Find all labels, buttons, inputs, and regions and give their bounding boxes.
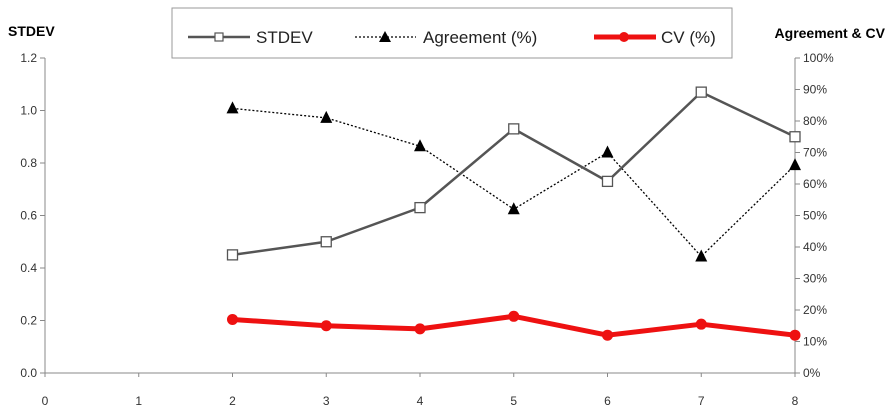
left-axis-title: STDEV [8, 23, 55, 39]
right-axis-tick-label: 10% [803, 335, 827, 349]
left-axis-tick-label: 1.2 [20, 51, 37, 65]
left-axis-tick-label: 0.0 [20, 366, 37, 380]
legend-agreement-marker [379, 31, 391, 42]
x-axis-tick-label: 2 [229, 394, 236, 408]
x-axis-tick-label: 4 [417, 394, 424, 408]
data-point-agreement [226, 101, 239, 114]
legend-cv-marker [619, 32, 629, 42]
left-axis-tick-label: 0.6 [20, 209, 37, 223]
legend-stdev-marker [214, 32, 224, 42]
left-axis-tick-label: 0.4 [20, 261, 37, 275]
legend-agreement-label: Agreement (%) [423, 28, 537, 47]
right-axis-tick-label: 60% [803, 177, 827, 191]
data-point-stdev [695, 86, 707, 98]
data-point-stdev [601, 175, 614, 188]
right-axis-tick-label: 30% [803, 272, 827, 286]
left-axis-tick-label: 1.0 [20, 104, 37, 118]
x-axis-tick-label: 7 [698, 394, 705, 408]
data-point-cv [320, 320, 332, 332]
data-point-agreement [507, 202, 520, 215]
data-point-stdev [226, 249, 239, 261]
data-point-cv [695, 318, 707, 330]
data-point-cv [414, 323, 426, 335]
data-point-agreement [695, 249, 708, 262]
right-axis-tick-label: 70% [803, 146, 827, 160]
legend-stdev-label: STDEV [256, 28, 313, 47]
right-axis-tick-label: 40% [803, 240, 827, 254]
data-point-cv [602, 329, 613, 341]
data-point-agreement [320, 110, 333, 123]
x-axis-tick-label: 0 [42, 394, 49, 408]
right-axis-tick-label: 50% [803, 209, 827, 223]
right-axis-tick-label: 90% [803, 83, 827, 97]
x-axis-tick-label: 1 [135, 394, 142, 408]
data-point-stdev [414, 201, 426, 214]
data-point-stdev [789, 131, 801, 143]
data-point-cv [789, 329, 801, 341]
legend-box [171, 7, 733, 59]
legend: STDEV Agreement (%) CV (%) [171, 7, 733, 59]
left-axis-tick-label: 0.2 [20, 314, 37, 328]
right-axis-tick-label: 100% [803, 51, 834, 65]
left-axis-tick-label: 0.8 [20, 156, 37, 170]
right-axis-title: Agreement & CV [775, 25, 886, 41]
data-point-agreement [601, 145, 614, 158]
data-point-agreement [414, 139, 426, 152]
data-point-stdev [320, 236, 332, 248]
right-axis-tick-label: 20% [803, 303, 827, 317]
x-axis-tick-label: 3 [323, 394, 330, 408]
data-point-cv [227, 313, 238, 325]
legend-cv-label: CV (%) [661, 28, 716, 47]
data-point-cv [508, 310, 520, 322]
data-point-stdev [508, 123, 520, 135]
x-axis-tick-label: 6 [604, 394, 611, 408]
right-axis-tick-label: 0% [803, 366, 821, 380]
x-axis-tick-label: 5 [510, 394, 517, 408]
right-axis-tick-label: 80% [803, 114, 827, 128]
data-point-agreement [789, 158, 801, 171]
x-axis-tick-label: 8 [792, 394, 799, 408]
